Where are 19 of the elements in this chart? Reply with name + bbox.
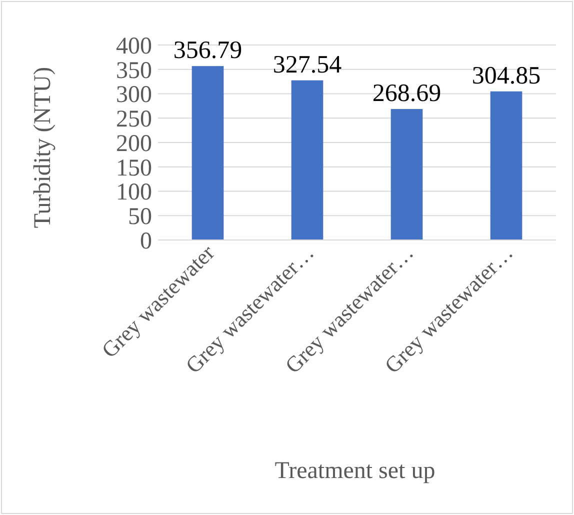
- bar: [390, 109, 423, 240]
- y-tick-label: 400: [116, 33, 152, 60]
- data-label: 268.69: [372, 80, 442, 108]
- y-tick-label: 150: [116, 155, 152, 182]
- bar: [291, 80, 324, 240]
- data-label: 304.85: [472, 62, 541, 90]
- y-tick-label: 100: [116, 180, 152, 206]
- y-tick-label: 200: [116, 130, 152, 157]
- y-tick-label: 350: [116, 58, 152, 84]
- y-tick-label: 250: [116, 106, 152, 133]
- bar: [192, 66, 224, 240]
- data-label: 327.54: [272, 51, 342, 78]
- y-tick-label: 300: [116, 82, 152, 108]
- x-axis-title: Treatment set up: [274, 458, 436, 484]
- y-tick-label: 0: [140, 228, 152, 254]
- bar: [490, 91, 522, 240]
- y-tick-label: 50: [128, 204, 152, 230]
- y-axis-title: Turbidity (NTU): [30, 66, 56, 228]
- data-label: 356.79: [173, 37, 242, 64]
